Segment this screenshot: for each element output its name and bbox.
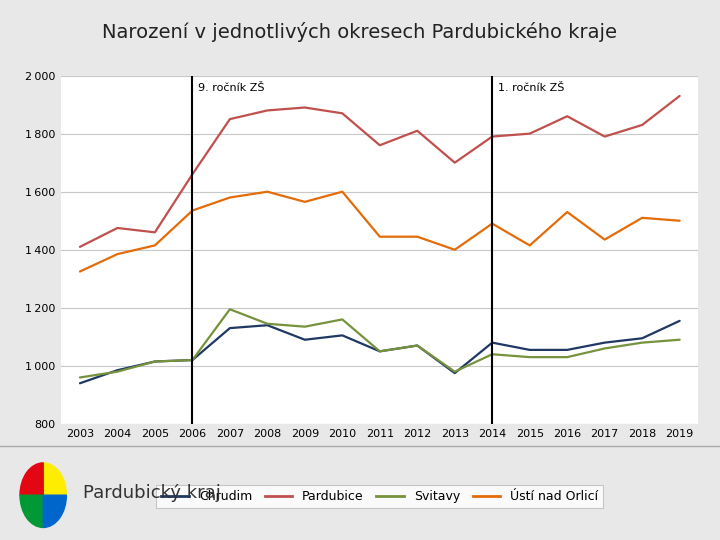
- Text: Pardubický kraj: Pardubický kraj: [83, 484, 220, 502]
- Text: 1. ročník ZŠ: 1. ročník ZŠ: [498, 83, 564, 93]
- Wedge shape: [43, 463, 66, 495]
- Legend: Chrudim, Pardubice, Svitavy, Ústí nad Orlicí: Chrudim, Pardubice, Svitavy, Ústí nad Or…: [156, 485, 603, 508]
- Wedge shape: [20, 463, 43, 495]
- Text: Narození v jednotlivých okresech Pardubického kraje: Narození v jednotlivých okresech Pardubi…: [102, 22, 618, 43]
- Wedge shape: [20, 495, 43, 528]
- Text: 9. ročník ZŠ: 9. ročník ZŠ: [198, 83, 264, 93]
- Wedge shape: [43, 495, 66, 528]
